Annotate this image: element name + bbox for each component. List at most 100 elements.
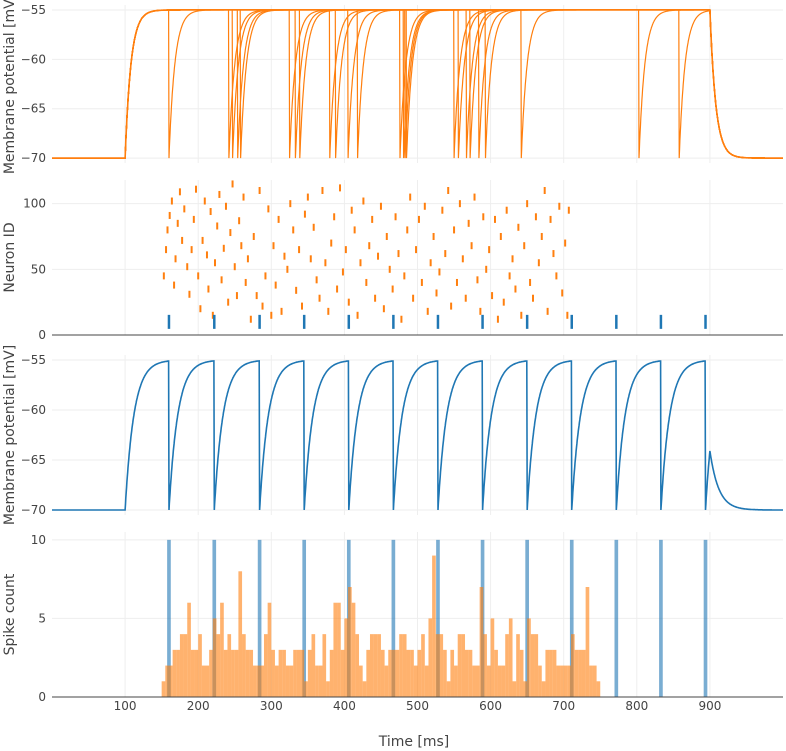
y-tick-label: 0 [38,328,46,342]
population-count-bar [355,634,360,697]
y-tick-label: −70 [21,503,46,517]
population-count-bar [508,618,513,697]
population-count-bar [413,665,418,697]
y-tick-label: 0 [38,690,46,704]
population-count-bar [406,649,411,697]
population-membrane-traces [52,9,783,159]
population-count-bar [512,681,517,697]
population-count-bar [516,634,520,697]
raster-panel: 0 50 100 Neuron ID [2,180,783,342]
population-count-bar [165,665,169,697]
single-membrane-y-ticks: −55 −60 −65 −70 [21,353,46,517]
y-tick-label: −65 [21,453,46,467]
population-count-bar [596,681,601,697]
population-count-bar [549,649,553,697]
population-count-bar [322,634,327,697]
y-tick-label: −55 [21,3,46,17]
population-count-bar [523,681,528,697]
population-count-bar [446,681,451,697]
y-tick-label: −60 [21,52,46,66]
population-count-bar [541,681,546,697]
population-count-bar [589,665,593,697]
population-count-bar [490,618,495,697]
population-count-bar [337,602,341,697]
population-membrane-y-ticks: −55 −60 −65 −70 [21,3,46,165]
population-count-bar [168,665,173,697]
single-count-bar [302,539,307,697]
y-tick-label: −60 [21,403,46,417]
histogram-bars [52,539,783,698]
y-tick-label: 10 [31,533,46,547]
population-count-bar [534,634,539,697]
population-count-bar [315,665,319,697]
single-membrane-panel: −55 −60 −65 −70 Membrane potential [mV] [2,345,783,525]
population-count-bar [172,649,177,697]
x-tick-label: 400 [333,699,356,713]
raster-spike-marks [52,180,783,336]
population-count-bar [560,665,564,697]
population-count-bar [187,602,191,697]
population-count-bar [326,681,330,697]
x-tick-label: 500 [406,699,429,713]
population-count-bar [592,665,597,697]
population-count-bar [216,634,221,697]
single-count-bar [167,539,171,697]
single-count-bar [659,539,663,697]
population-count-bar [271,649,275,697]
population-count-bar [161,681,166,697]
single-count-bar [614,539,619,697]
x-tick-label: 800 [625,699,648,713]
population-count-bar [238,571,243,697]
population-count-bar [329,649,334,697]
population-count-bar [428,618,433,697]
population-count-bar [435,634,440,697]
population-count-bar [282,649,286,697]
population-count-bar [249,649,254,697]
population-count-bar [289,665,294,697]
population-count-bar [263,634,268,697]
population-count-bar [563,665,568,697]
population-count-bar [369,634,374,697]
x-axis-ticks: 100 200 300 400 500 600 700 800 900 [114,699,722,713]
population-count-bar [344,618,349,697]
single-count-bar [703,539,708,697]
population-count-bar [366,649,370,697]
population-count-bar [234,649,239,697]
x-tick-label: 200 [187,699,210,713]
population-count-bar [194,649,199,697]
histogram-panel: 0 5 10 Spike count [2,532,783,704]
population-count-bar [465,649,469,697]
single-trace [52,360,783,511]
population-count-bar [497,665,502,697]
population-count-bar [552,649,557,697]
population-count-bar [494,649,498,697]
population-count-bar [461,634,466,697]
population-count-bar [318,665,323,697]
population-count-bar [201,665,206,697]
population-count-bar [585,587,590,697]
y-tick-label: 5 [38,611,46,625]
raster-grid [52,180,783,336]
population-count-bar [245,649,250,697]
population-count-bar [256,665,261,697]
population-count-bar [556,665,561,697]
y-tick-label: 100 [23,197,46,211]
population-count-bar [348,587,352,697]
population-count-bar [293,649,297,697]
population-count-bar [567,665,572,697]
population-count-bar [278,649,283,697]
population-count-bar [384,665,389,697]
raster-ylabel: Neuron ID [2,222,18,292]
population-count-bar [253,665,257,697]
population-count-bar [571,634,575,697]
population-count-bar [198,634,202,697]
population-count-bar [362,681,367,697]
population-count-bar [176,649,180,697]
population-count-bar [311,634,316,697]
population-count-bar [179,634,184,697]
population-count-bar [340,649,345,697]
histogram-y-ticks: 0 5 10 [31,533,46,704]
population-count-bar [417,649,422,697]
population-count-bar [402,634,407,697]
